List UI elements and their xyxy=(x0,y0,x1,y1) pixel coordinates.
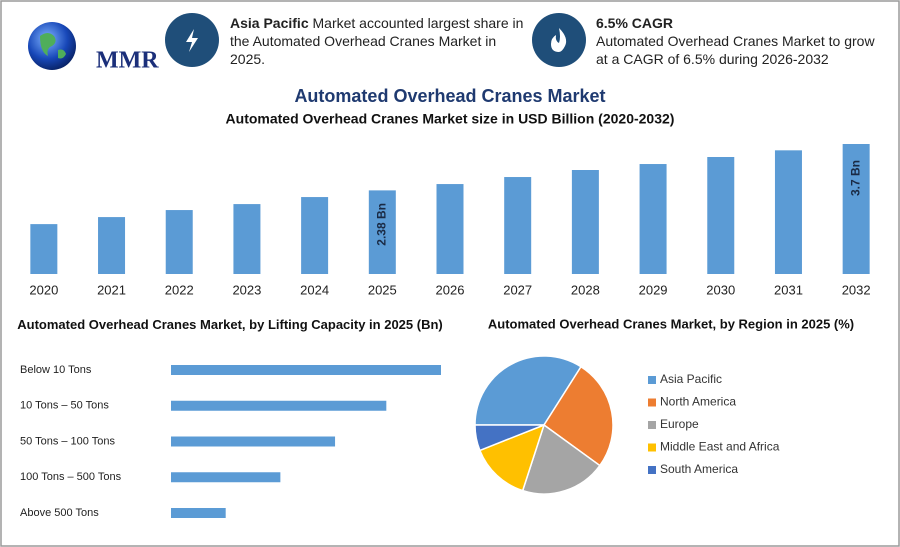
bar xyxy=(165,210,193,274)
value-label: 2.38 Bn xyxy=(374,203,388,246)
bar xyxy=(98,217,126,274)
bar xyxy=(171,436,336,447)
legend-swatch xyxy=(648,398,656,407)
highlight-title: 6.5% CAGR xyxy=(596,15,674,31)
bar xyxy=(30,224,58,274)
x-tick-label: 2028 xyxy=(571,282,600,297)
x-tick-label: 2023 xyxy=(232,282,261,297)
highlight-title: Asia Pacific xyxy=(230,15,309,31)
icon-circle xyxy=(532,13,586,67)
legend-label: Middle East and Africa xyxy=(660,440,780,454)
x-tick-label: 2031 xyxy=(774,282,803,297)
page-title: Automated Overhead Cranes Market xyxy=(294,86,605,106)
bar xyxy=(774,150,802,274)
flame-icon xyxy=(551,28,567,52)
chart-title: Automated Overhead Cranes Market, by Reg… xyxy=(488,316,854,331)
bar xyxy=(171,472,281,483)
bar xyxy=(707,157,735,274)
category-label: 50 Tons – 100 Tons xyxy=(20,435,116,447)
logo-text: MMR xyxy=(96,48,159,74)
highlight-text: Market accounted largest share in the Au… xyxy=(230,15,524,67)
pie-slice xyxy=(478,423,546,492)
bolt-icon xyxy=(186,29,198,52)
x-tick-label: 2032 xyxy=(842,282,871,297)
bar xyxy=(171,400,387,411)
bar xyxy=(171,365,441,375)
legend-swatch xyxy=(648,443,656,452)
chart-title: Automated Overhead Cranes Market, by Lif… xyxy=(17,317,443,332)
x-tick-label: 2030 xyxy=(706,282,735,297)
x-tick-label: 2029 xyxy=(639,282,668,297)
value-label: 3.7 Bn xyxy=(848,160,862,196)
category-label: Below 10 Tons xyxy=(20,364,92,376)
bar xyxy=(504,177,532,274)
chart-title: Automated Overhead Cranes Market size in… xyxy=(226,111,675,127)
pie-slice xyxy=(542,365,614,467)
pie-slice xyxy=(474,424,545,452)
bar xyxy=(368,190,396,274)
x-tick-label: 2022 xyxy=(165,282,194,297)
legend-label: South America xyxy=(660,462,738,476)
bar xyxy=(639,164,667,274)
legend-label: Europe xyxy=(660,417,699,431)
legend-swatch xyxy=(648,376,656,384)
highlight: Asia Pacific Market accounted largest sh… xyxy=(230,14,530,68)
highlight-text: Automated Overhead Cranes Market to grow… xyxy=(596,33,875,67)
logo-land xyxy=(40,33,66,59)
bar xyxy=(301,197,329,274)
category-label: 100 Tons – 500 Tons xyxy=(20,471,122,483)
legend-swatch xyxy=(648,421,656,429)
legend-swatch xyxy=(648,466,656,474)
pie-slice xyxy=(521,423,601,495)
bar xyxy=(436,184,464,274)
x-tick-label: 2025 xyxy=(368,282,397,297)
category-label: Above 500 Tons xyxy=(20,507,99,519)
bar xyxy=(842,144,870,274)
category-label: 10 Tons – 50 Tons xyxy=(20,400,109,412)
bar xyxy=(171,508,226,518)
bar xyxy=(233,204,261,274)
legend-label: North America xyxy=(660,395,736,409)
highlight: 6.5% CAGR Automated Overhead Cranes Marke… xyxy=(596,14,886,68)
x-tick-label: 2027 xyxy=(503,282,532,297)
x-tick-label: 2020 xyxy=(29,282,58,297)
bar xyxy=(571,170,599,274)
x-tick-label: 2021 xyxy=(97,282,126,297)
x-tick-label: 2024 xyxy=(300,282,329,297)
x-tick-label: 2026 xyxy=(436,282,465,297)
legend-label: Asia Pacific xyxy=(660,372,722,386)
